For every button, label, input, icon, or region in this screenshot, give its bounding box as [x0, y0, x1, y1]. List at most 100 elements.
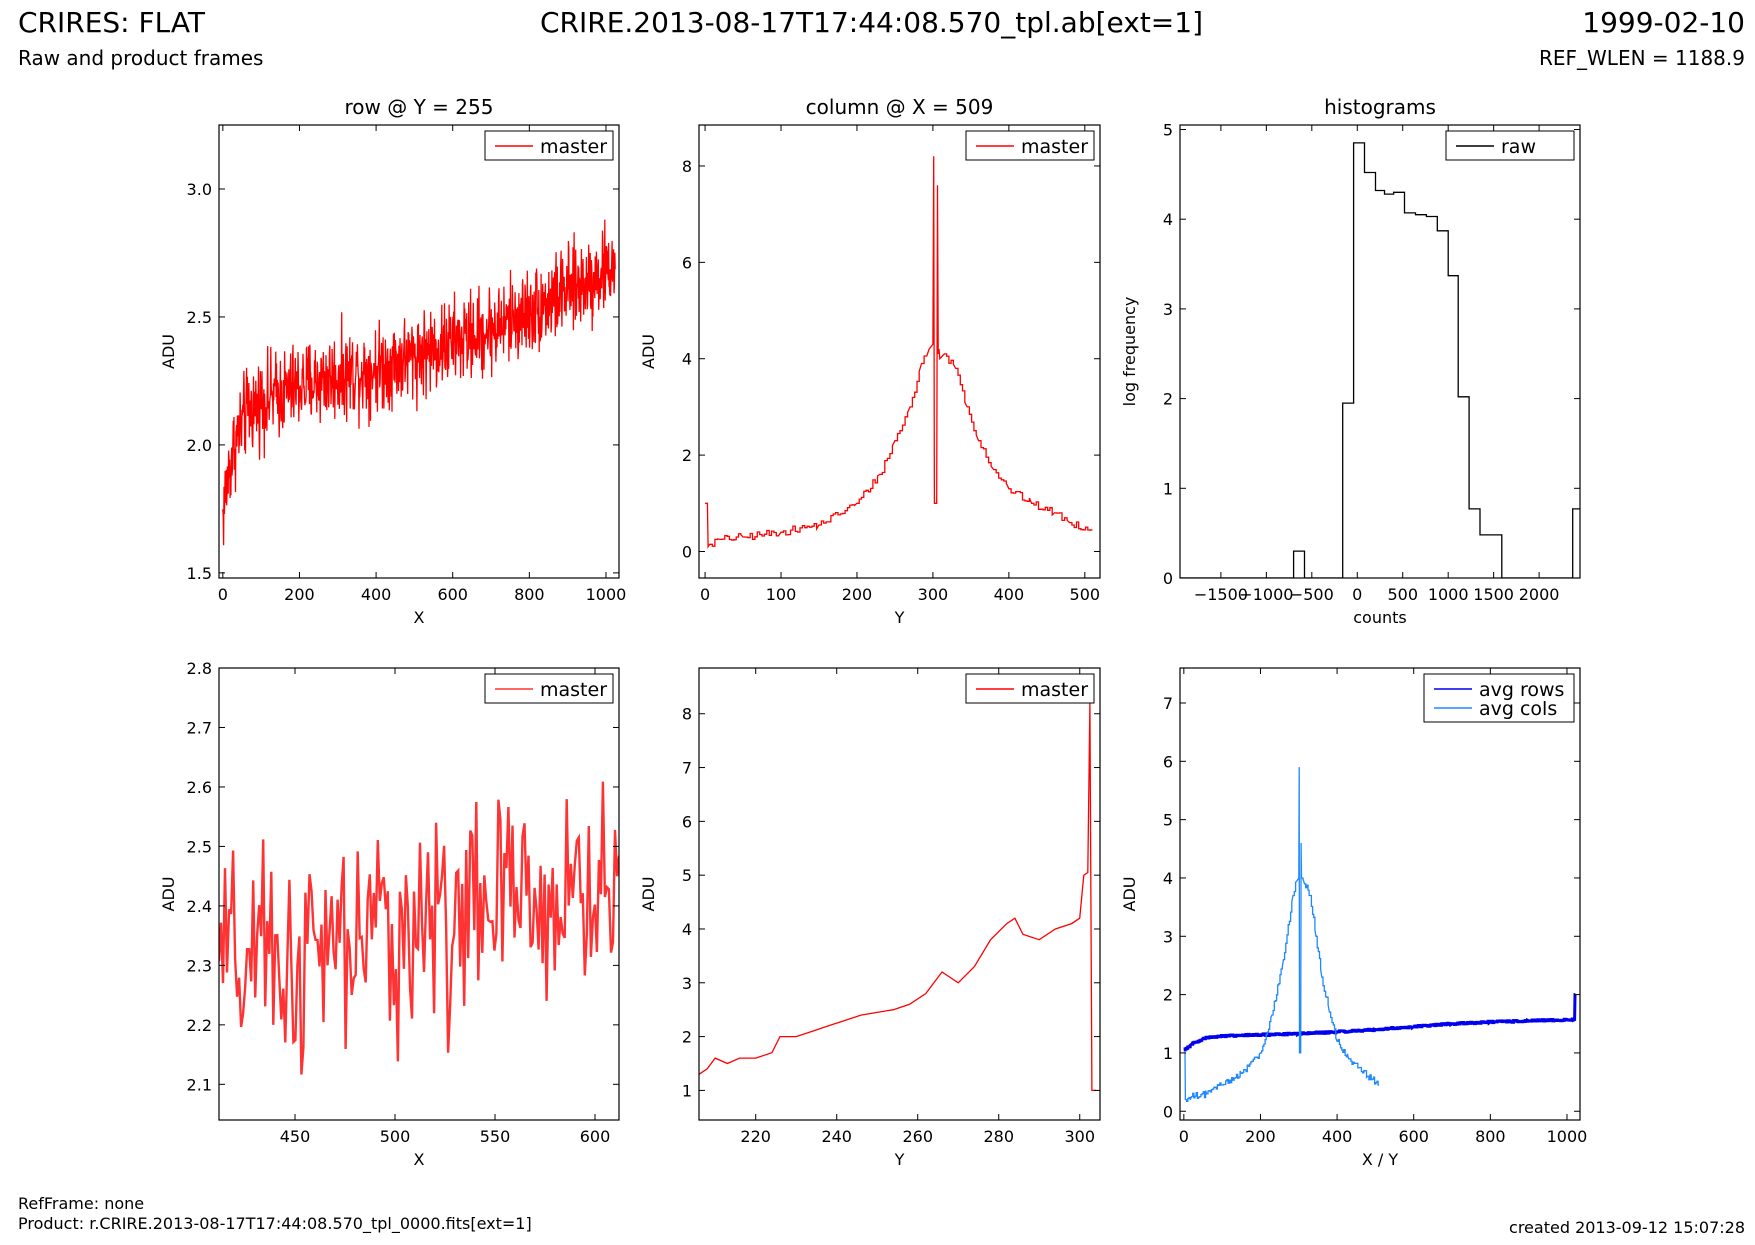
x-tick-label: 400 [1322, 1127, 1353, 1146]
y-tick-label: 1 [682, 1081, 692, 1100]
legend: master [484, 130, 614, 161]
y-tick-label: 3 [1163, 300, 1173, 319]
x-tick-label: 0 [1179, 1127, 1189, 1146]
series-line-avg-rows [1183, 993, 1577, 1052]
y-tick-label: 2.5 [187, 837, 212, 856]
y-tick-label: 4 [1163, 869, 1173, 888]
refframe-label: RefFrame: none [18, 1194, 145, 1213]
legend: master [484, 673, 614, 704]
page-subtitle: Raw and product frames [18, 46, 264, 70]
date-label: 1999-02-10 [1582, 6, 1745, 39]
x-tick-label: 0 [218, 585, 228, 604]
created-label: created 2013-09-12 15:07:28 [1509, 1218, 1745, 1237]
page-title: CRIRES: FLAT [18, 6, 205, 39]
y-axis-label: ADU [1120, 877, 1139, 912]
y-axis-label: ADU [159, 877, 178, 912]
y-tick-label: 2.8 [187, 659, 212, 678]
x-axis-label: counts [1353, 608, 1406, 627]
x-tick-label: 1000 [1428, 585, 1469, 604]
x-tick-label: 450 [280, 1127, 311, 1146]
x-tick-label: 200 [842, 585, 873, 604]
axes-frame [218, 667, 620, 1121]
y-tick-label: 2.2 [187, 1016, 212, 1035]
axes-frame [1179, 667, 1581, 1121]
y-tick-label: 4 [1163, 210, 1173, 229]
y-tick-label: 7 [1163, 694, 1173, 713]
x-tick-label: 1000 [586, 585, 627, 604]
y-tick-label: 2 [682, 1028, 692, 1047]
plot-area [1180, 142, 1580, 578]
axes-frame [698, 667, 1101, 1121]
y-tick-label: 2.4 [187, 897, 212, 916]
series-line-master [705, 156, 1093, 549]
x-tick-label: 600 [1398, 1127, 1429, 1146]
legend: raw [1445, 130, 1575, 161]
y-tick-label: 2 [1163, 986, 1173, 1005]
panel-title: column @ X = 509 [806, 95, 994, 119]
y-tick-label: 2 [682, 446, 692, 465]
series-line-master [699, 702, 1096, 1092]
panel-1: 0 200 400 600 800 1000 1.5 2.0 2.5 3.0 row @ Y = 2… [159, 95, 626, 627]
y-tick-label: 0 [1163, 569, 1173, 588]
x-tick-label: 400 [361, 585, 392, 604]
legend-label: raw [1501, 136, 1536, 158]
panel-4: 450 500 550 600 2.1 2.2 2.3 2.4 2.5 2.6 2.7 2.8 X ADU… [159, 659, 620, 1169]
x-tick-label: 1000 [1547, 1127, 1588, 1146]
series-line-master [219, 781, 619, 1075]
x-tick-label: 400 [994, 585, 1025, 604]
plot-area [699, 702, 1096, 1092]
y-tick-label: 6 [682, 253, 692, 272]
x-tick-label: −1000 [1239, 585, 1293, 604]
legend: master [965, 130, 1095, 161]
y-tick-label: 2.1 [187, 1075, 212, 1094]
y-tick-label: 6 [682, 812, 692, 831]
panel-2: 0 100 200 300 400 500 0 2 4 6 8 column @ X = 509 Y AD… [639, 95, 1101, 627]
y-tick-label: 4 [682, 920, 692, 939]
x-axis-label: Y [894, 608, 905, 627]
y-tick-label: 1 [1163, 479, 1173, 498]
x-tick-label: 600 [580, 1127, 611, 1146]
y-tick-label: 2.7 [187, 718, 212, 737]
x-axis-label: X [414, 608, 425, 627]
x-tick-label: −1500 [1194, 585, 1248, 604]
legend-label: master [1021, 679, 1088, 701]
panel-5: 220 240 260 280 300 1 2 3 4 5 6 7 8 Y ADU master [639, 667, 1101, 1169]
product-label: Product: r.CRIRE.2013-08-17T17:44:08.570… [18, 1214, 532, 1233]
x-tick-label: 1500 [1473, 585, 1514, 604]
plot-area [222, 219, 616, 546]
y-tick-label: 2.5 [187, 308, 212, 327]
y-tick-label: 2.0 [187, 436, 212, 455]
panel-title: row @ Y = 255 [345, 95, 494, 119]
panel-3: −1500−1000−500 0 500 1000 1500 2000 0 1 2 3 4 5 hist… [1120, 95, 1581, 627]
x-tick-label: 500 [1387, 585, 1418, 604]
y-tick-label: 4 [682, 350, 692, 369]
x-tick-label: 300 [1064, 1127, 1095, 1146]
y-tick-label: 2 [1163, 390, 1173, 409]
frame-name: CRIRE.2013-08-17T17:44:08.570_tpl.ab[ext… [540, 6, 1204, 39]
series-line-master [222, 219, 616, 546]
y-tick-label: 3 [1163, 927, 1173, 946]
x-tick-label: 200 [284, 585, 315, 604]
plot-area [219, 781, 619, 1075]
x-tick-label: 200 [1245, 1127, 1276, 1146]
axes-frame [698, 124, 1101, 579]
series-line-raw [1180, 142, 1580, 578]
y-axis-label: log frequency [1120, 297, 1139, 407]
y-tick-label: 1.5 [187, 564, 212, 583]
y-tick-label: 0 [682, 542, 692, 561]
x-axis-label: X / Y [1362, 1150, 1399, 1169]
legend-label: avg rows [1479, 679, 1564, 701]
x-tick-label: 240 [821, 1127, 852, 1146]
y-tick-label: 3.0 [187, 180, 212, 199]
y-tick-label: 2.3 [187, 956, 212, 975]
axes-frame [1179, 124, 1581, 579]
y-axis-label: ADU [639, 877, 658, 912]
x-tick-label: 100 [766, 585, 797, 604]
x-tick-label: 0 [700, 585, 710, 604]
y-tick-label: 5 [682, 866, 692, 885]
plot-area [705, 156, 1093, 549]
x-tick-label: 300 [918, 585, 949, 604]
ref-wlen-label: REF_WLEN = 1188.9 [1538, 46, 1745, 70]
